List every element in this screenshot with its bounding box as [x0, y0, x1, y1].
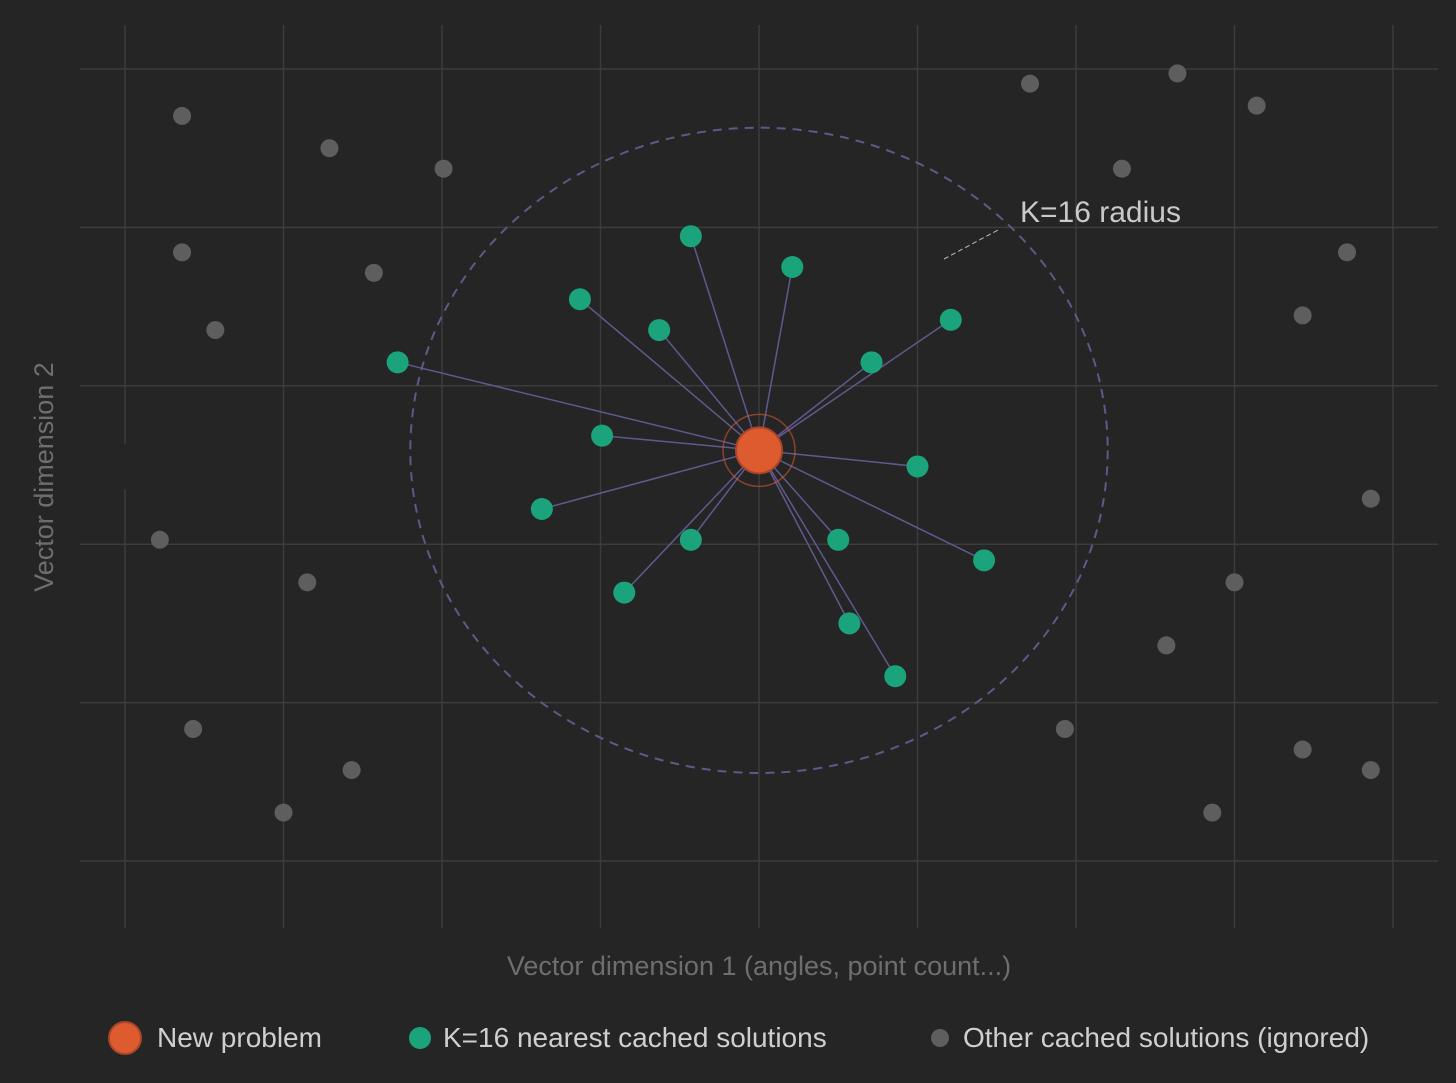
point-nearest-cached: [838, 612, 861, 635]
neighbor-link: [758, 449, 896, 677]
neighbor-link: [758, 319, 952, 451]
point-other-cached: [173, 106, 192, 125]
neighbor-links: [397, 235, 985, 677]
point-nearest-cached: [613, 581, 636, 604]
legend: New problem K=16 nearest cached solution…: [108, 1021, 1369, 1055]
point-other-cached: [1157, 636, 1176, 655]
point-nearest-cached: [679, 225, 702, 248]
point-other-cached: [1168, 64, 1187, 83]
legend-label-other: Other cached solutions (ignored): [963, 1022, 1369, 1053]
radius-label-leader: [943, 229, 999, 260]
neighbor-link: [690, 235, 760, 451]
legend-label-nearest: K=16 nearest cached solutions: [443, 1022, 827, 1053]
legend-swatch-new-problem: [108, 1021, 142, 1055]
point-other-cached: [298, 573, 317, 592]
point-nearest-cached: [781, 256, 804, 278]
point-nearest-cached: [884, 665, 907, 688]
point-other-cached: [434, 159, 453, 178]
point-other-cached: [1203, 803, 1222, 822]
legend-swatch-nearest: [409, 1027, 431, 1049]
legend-swatch-other: [931, 1029, 949, 1047]
x-axis-label: Vector dimension 1 (angles, point count.…: [507, 951, 1011, 981]
point-nearest-cached: [973, 549, 996, 572]
y-axis-label: Vector dimension 2: [29, 362, 59, 592]
legend-item-new-problem: New problem: [108, 1021, 322, 1055]
point-nearest-cached: [679, 528, 702, 551]
point-nearest-cached: [530, 498, 553, 520]
point-nearest-cached: [568, 288, 591, 311]
point-other-cached: [1055, 720, 1074, 738]
point-nearest-cached: [386, 351, 409, 374]
point-other-cached: [1338, 243, 1357, 262]
neighbor-link: [758, 449, 918, 468]
neighbor-link: [579, 298, 760, 451]
point-nearest-cached: [827, 528, 850, 551]
neighbor-link: [397, 361, 760, 452]
point-other-cached: [1021, 74, 1040, 93]
point-other-cached: [1293, 740, 1312, 759]
neighbor-link: [758, 449, 985, 562]
radius-ring-layer: [409, 126, 1109, 774]
legend-item-nearest: K=16 nearest cached solutions: [409, 1022, 827, 1053]
point-nearest-cached: [939, 308, 962, 331]
point-other-cached: [1293, 306, 1312, 325]
point-new-problem: [735, 426, 783, 475]
neighbor-link: [758, 266, 794, 451]
point-other-cached: [1361, 761, 1380, 780]
legend-item-other: Other cached solutions (ignored): [931, 1022, 1369, 1053]
neighbor-link: [658, 329, 760, 451]
point-other-cached: [173, 243, 192, 262]
point-other-cached: [1361, 489, 1380, 508]
point-nearest-cached: [906, 455, 929, 478]
point-other-cached: [184, 720, 203, 738]
point-other-cached: [274, 803, 293, 822]
point-other-cached: [150, 530, 169, 549]
new-problem-halo: [722, 413, 796, 488]
grid-lines: [80, 25, 1438, 928]
point-other-cached: [342, 761, 361, 780]
data-points: [150, 64, 1380, 822]
neighbor-link: [541, 449, 760, 510]
neighbor-link: [758, 449, 851, 624]
point-nearest-cached: [648, 319, 671, 342]
neighbor-link: [623, 449, 760, 594]
point-other-cached: [206, 321, 225, 340]
k16-radius-ring: [409, 126, 1109, 774]
radius-label: K=16 radius: [1020, 196, 1181, 229]
neighbor-link: [602, 434, 760, 452]
point-other-cached: [1112, 159, 1131, 178]
legend-label-new-problem: New problem: [157, 1022, 322, 1053]
point-other-cached: [320, 139, 339, 158]
point-nearest-cached: [860, 351, 883, 374]
point-other-cached: [364, 263, 383, 282]
point-nearest-cached: [591, 424, 614, 447]
point-other-cached: [1247, 96, 1266, 115]
point-other-cached: [1225, 573, 1244, 592]
